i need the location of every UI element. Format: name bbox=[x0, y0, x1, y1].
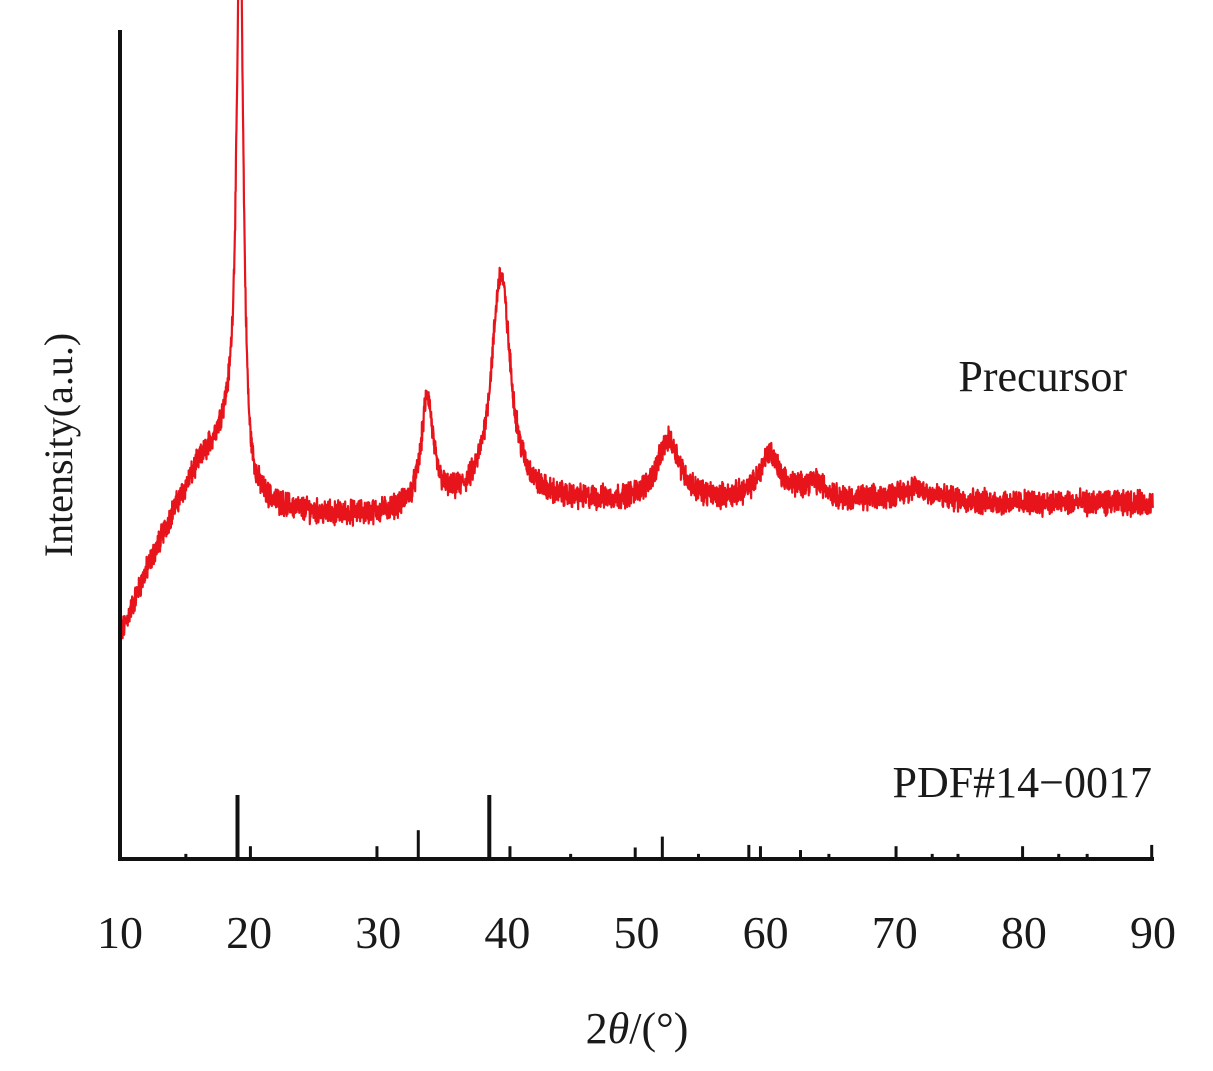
x-axis-title-prefix: 2 bbox=[586, 1004, 608, 1053]
precursor-series-label: Precursor bbox=[958, 352, 1127, 401]
x-tick-label-80: 80 bbox=[1001, 907, 1047, 958]
plot-area bbox=[118, 0, 1155, 859]
x-axis-title: 2θ/(°) bbox=[586, 1004, 689, 1053]
x-tick-labels: 10 20 30 40 50 60 70 80 90 bbox=[97, 907, 1176, 958]
y-axis-title: Intensity(a.u.) bbox=[36, 333, 81, 557]
x-tick-label-20: 20 bbox=[226, 907, 272, 958]
x-tick-label-30: 30 bbox=[355, 907, 401, 958]
x-tick-label-70: 70 bbox=[872, 907, 918, 958]
reference-sticks bbox=[184, 795, 1154, 859]
reference-series-label: PDF#14−0017 bbox=[892, 758, 1152, 807]
x-tick-label-90: 90 bbox=[1130, 907, 1176, 958]
x-tick-label-40: 40 bbox=[484, 907, 530, 958]
precursor-series-line bbox=[118, 0, 1155, 640]
x-tick-label-50: 50 bbox=[614, 907, 660, 958]
x-axis-title-theta: θ bbox=[608, 1004, 630, 1053]
x-tick-label-60: 60 bbox=[743, 907, 789, 958]
x-axis-title-suffix: /(°) bbox=[629, 1004, 688, 1053]
x-tick-label-10: 10 bbox=[97, 907, 143, 958]
